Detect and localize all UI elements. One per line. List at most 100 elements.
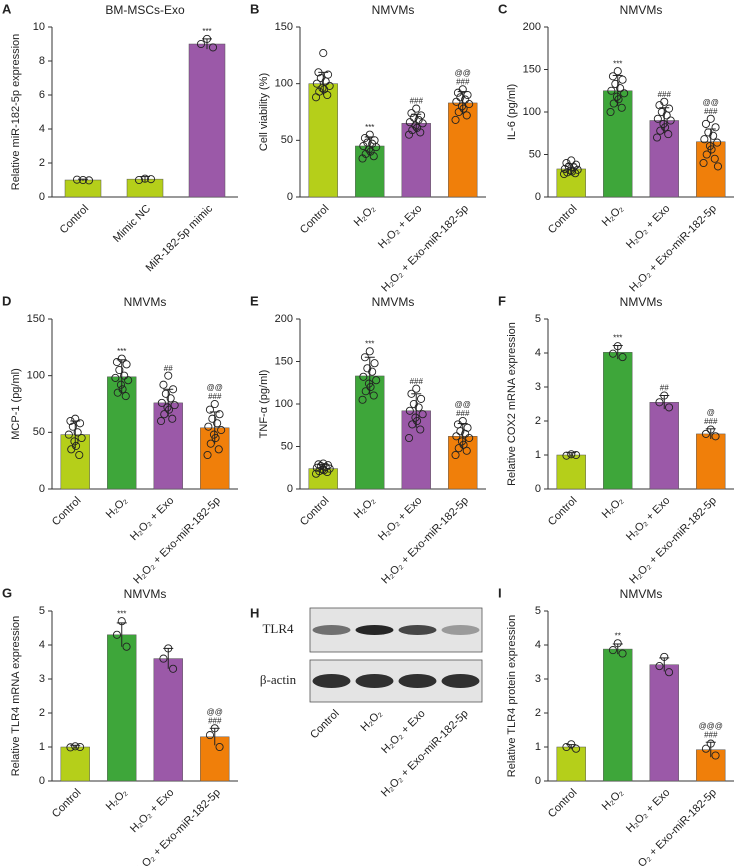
data-point [465,433,474,443]
panel-letter: E [250,293,259,308]
chart-title: NMVMs [620,295,663,309]
significance-label: *** [365,123,374,132]
significance-label: @@ [207,707,223,716]
data-point [156,416,166,426]
significance-label: @@ [703,98,719,107]
data-point [360,134,369,143]
data-point [311,469,321,478]
significance-label: *** [613,334,622,343]
bar [603,648,633,782]
x-tick-label: H₂O₂ + Exo-miR-182-5p [627,203,719,295]
data-point [122,360,131,369]
panel-letter: G [2,585,12,600]
bar [556,454,586,490]
data-point [618,75,627,84]
data-point [607,86,616,95]
data-point [409,113,418,122]
y-axis-label: TNF-α (pg/ml) [258,370,270,439]
x-tick-label: H₂O₂ + Exo [624,495,672,543]
y-tick-label: 4 [39,639,45,651]
x-tick-label: MiR-182-5p mimic [144,202,216,274]
data-point [64,430,73,439]
data-point [159,380,168,389]
data-point [203,450,212,460]
x-tick-label: H₂O₂ [104,787,130,813]
data-point [412,104,421,113]
data-point [213,419,222,428]
data-point [164,371,173,380]
x-tick-label: Control [546,203,580,237]
y-tick-label: 1 [535,449,541,461]
y-axis-label: IL-6 (pg/ml) [506,84,518,140]
bar [603,90,633,198]
data-point [71,414,80,423]
x-tick-label: H₂O₂ + Exo [376,203,424,251]
y-tick-label: 100 [275,78,293,90]
data-point [665,104,674,113]
bar [355,375,385,490]
bar [64,179,102,198]
bar [696,433,726,490]
band-label: TLR4 [262,621,294,636]
x-tick-label: H₂O₂ + Exo-miR-182-5p [131,495,223,587]
data-point [711,432,720,441]
data-point [664,130,673,139]
y-tick-label: 150 [275,21,293,33]
data-point [166,394,175,403]
data-point [462,446,471,455]
data-point [559,169,569,179]
data-point [462,111,471,120]
data-point [112,358,121,367]
data-point [407,109,416,118]
y-tick-label: 10 [33,21,45,33]
x-tick-label: H₂O₂ + Exo-miR-182-5p [379,203,471,295]
data-point [208,43,218,52]
chart-title: NMVMs [620,587,663,601]
panel-letter: B [250,1,259,16]
data-point [608,72,617,81]
bar [308,83,338,198]
y-tick-label: 3 [39,673,45,685]
data-point [567,740,576,749]
data-point [652,133,662,142]
data-point [215,742,224,752]
significance-label: @@@ [699,721,723,730]
data-point [71,742,80,751]
data-point [711,751,720,760]
bar [401,123,431,198]
data-point [170,401,179,410]
y-axis-label: Relative COX2 mRNA expression [506,322,518,486]
data-point [572,450,581,460]
significance-label: ### [208,716,222,725]
y-axis-label: Relative miR-182-5p expression [10,34,22,191]
data-point [70,437,79,446]
data-point [562,742,571,752]
significance-label: @ [707,408,715,417]
data-point [609,99,618,108]
data-point [416,128,425,137]
data-point [461,429,470,438]
data-point [319,49,328,58]
y-tick-label: 150 [27,313,45,325]
data-point [408,420,417,429]
data-point [323,467,332,477]
data-point [66,743,75,752]
x-tick-label: H₂O₂ [352,495,378,521]
y-tick-label: 100 [27,370,45,382]
data-point [405,406,414,415]
data-point [366,382,375,392]
y-tick-label: 3 [535,381,541,393]
y-tick-label: 4 [535,639,541,651]
x-tick-label: Control [50,495,84,529]
significance-label: *** [117,609,126,618]
data-point [76,419,85,428]
x-tick-label: H₂O₂ [358,708,384,734]
bar [649,402,679,490]
x-tick-label: Mimic NC [111,203,153,245]
data-point [67,445,76,454]
chart-title: NMVMs [124,587,167,601]
bar [153,658,183,782]
y-tick-label: 200 [523,21,541,33]
data-point [122,642,131,651]
data-point [699,158,708,168]
